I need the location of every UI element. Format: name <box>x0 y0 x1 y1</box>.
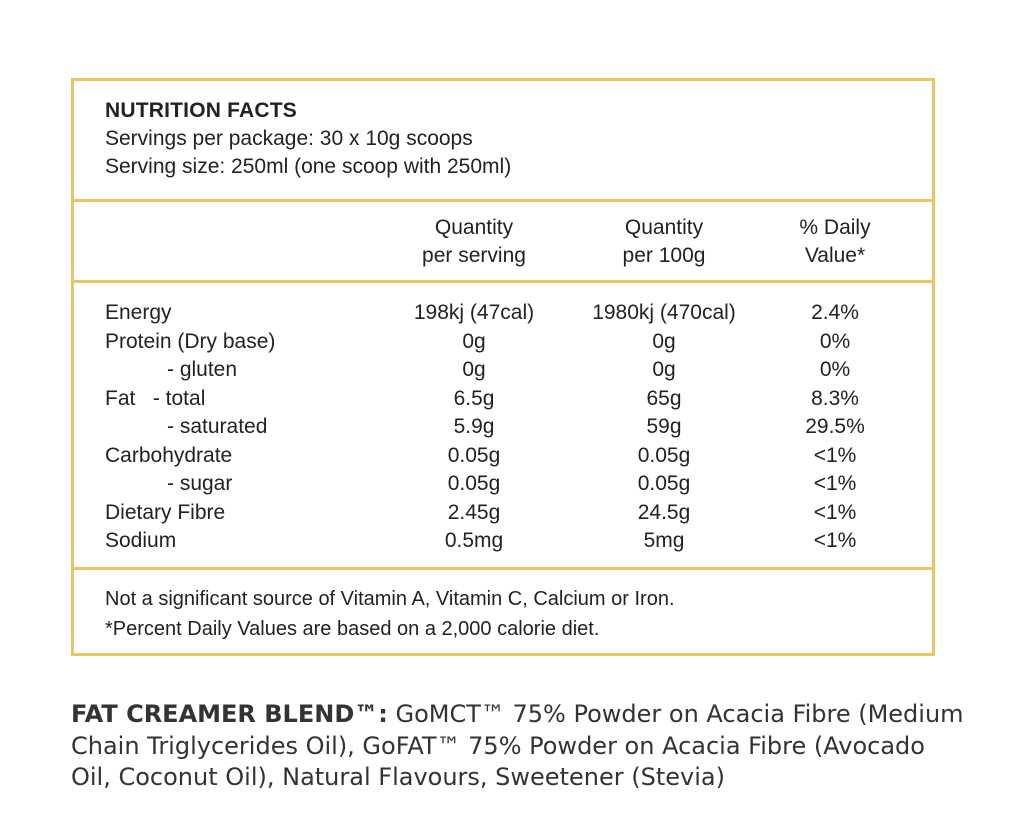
nutrient-label: Dietary Fibre <box>105 500 226 524</box>
table-row: Sodium 0.5mg 5mg <1% <box>74 527 932 556</box>
ingredients-text: GoMCT™ 75% Powder on Acacia Fibre (Mediu… <box>71 700 964 791</box>
table-row: Energy 198kj (47cal) 1980kj (470cal) 2.4… <box>74 299 932 328</box>
per-100g-value: 0g <box>652 329 676 353</box>
nutrient-label: - saturated <box>167 415 268 438</box>
per-100g-value: 65g <box>646 386 682 410</box>
nutrient-label: Fat - total <box>105 386 206 410</box>
divider-columns <box>74 280 932 283</box>
per-100g-value: 0.05g <box>637 472 691 495</box>
per-100g-value: 1980kj (470cal) <box>592 301 736 324</box>
footnote-vitamins: Not a significant source of Vitamin A, V… <box>105 588 675 610</box>
ingredients-title: FAT CREAMER BLEND™: <box>71 700 388 728</box>
table-row: Fat - total 6.5g 65g 8.3% <box>74 385 932 414</box>
nutrition-rows: Energy 198kj (47cal) 1980kj (470cal) 2.4… <box>74 299 932 556</box>
daily-value: 8.3% <box>811 386 859 410</box>
nutrient-label: - sugar <box>167 472 233 495</box>
daily-value: 2.4% <box>811 301 859 324</box>
daily-value: 0% <box>819 358 851 381</box>
nutrient-label: Carbohydrate <box>105 443 233 467</box>
per-serving-value: 0.5mg <box>444 529 504 552</box>
column-header-line: Quantity <box>434 216 514 239</box>
nutrition-facts-panel: NUTRITION FACTS Servings per package: 30… <box>71 78 935 656</box>
daily-value: <1% <box>813 529 857 552</box>
per-serving-value: 198kj (47cal) <box>413 301 535 324</box>
per-serving-value: 0.05g <box>447 472 501 495</box>
column-header-line: per serving <box>422 244 526 267</box>
table-row: - sugar 0.05g 0.05g <1% <box>74 470 932 499</box>
per-100g-value: 0g <box>652 358 676 381</box>
table-row: - saturated 5.9g 59g 29.5% <box>74 413 932 442</box>
divider-footer <box>74 567 932 570</box>
column-header-line: Quantity <box>624 216 704 239</box>
ingredients-paragraph: FAT CREAMER BLEND™: GoMCT™ 75% Powder on… <box>71 699 971 794</box>
nutrition-title: NUTRITION FACTS <box>105 99 297 122</box>
footnote-daily-values: *Percent Daily Values are based on a 2,0… <box>105 618 600 640</box>
per-serving-value: 2.45g <box>447 500 501 524</box>
table-row: Carbohydrate 0.05g 0.05g <1% <box>74 442 932 471</box>
table-row: Dietary Fibre 2.45g 24.5g <1% <box>74 499 932 528</box>
table-row: Protein (Dry base) 0g 0g 0% <box>74 328 932 357</box>
per-serving-value: 0.05g <box>447 443 501 467</box>
per-100g-value: 5mg <box>643 529 685 552</box>
column-header-line: % Daily <box>799 216 871 239</box>
servings-per-package: Servings per package: 30 x 10g scoops <box>105 127 473 150</box>
per-serving-value: 0g <box>462 329 486 353</box>
per-100g-value: 24.5g <box>637 500 691 524</box>
per-100g-value: 0.05g <box>637 443 691 467</box>
per-100g-value: 59g <box>646 415 682 438</box>
column-header-daily-value: % Daily Value* <box>745 214 925 270</box>
divider-header <box>74 199 932 202</box>
nutrition-header: NUTRITION FACTS Servings per package: 30… <box>105 97 511 181</box>
daily-value: 0% <box>819 329 851 353</box>
column-header-line: per 100g <box>622 244 706 267</box>
serving-size: Serving size: 250ml (one scoop with 250m… <box>105 155 512 178</box>
nutrition-footnotes: Not a significant source of Vitamin A, V… <box>105 584 675 644</box>
column-header-per-100g: Quantity per 100g <box>574 214 754 270</box>
table-row: - gluten 0g 0g 0% <box>74 356 932 385</box>
daily-value: <1% <box>813 472 857 495</box>
daily-value: <1% <box>813 500 857 524</box>
nutrient-label: - gluten <box>167 358 238 381</box>
per-serving-value: 5.9g <box>453 415 495 438</box>
daily-value: 29.5% <box>805 415 865 438</box>
per-serving-value: 0g <box>462 358 486 381</box>
daily-value: <1% <box>813 443 857 467</box>
nutrient-label: Protein (Dry base) <box>105 329 276 353</box>
column-header-line: Value* <box>804 244 866 267</box>
per-serving-value: 6.5g <box>453 386 495 410</box>
column-header-per-serving: Quantity per serving <box>384 214 564 270</box>
nutrient-label: Energy <box>105 301 172 324</box>
nutrient-label: Sodium <box>105 529 177 552</box>
